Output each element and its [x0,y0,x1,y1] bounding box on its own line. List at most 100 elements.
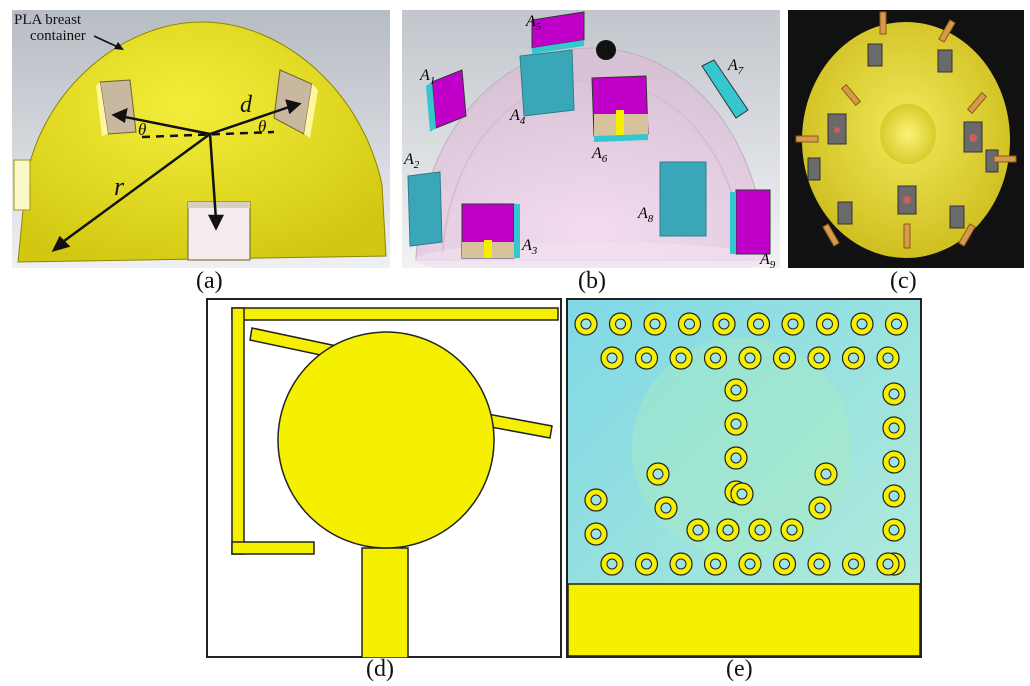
via-hole [814,502,826,514]
via-hole [615,318,626,330]
via-hole [744,352,756,364]
sma-connector [993,155,1017,163]
via-hole [590,494,602,506]
via-hole [675,352,687,364]
ground-plane [567,583,921,657]
antenna-a4-block [519,49,575,117]
via-hole [641,558,652,570]
via-hole [888,388,900,400]
via-hole [606,558,618,570]
panel-a-dome-model: d r θ θ PLA breast container [12,10,390,268]
angle-theta-left: θ [138,120,146,139]
via-hole [787,318,799,330]
via-hole [856,318,868,330]
via-hole [888,456,900,468]
label-a6: A6 [591,145,608,165]
via-hole [822,318,833,330]
via-hole [882,558,894,570]
via-hole [888,422,900,434]
panel-c-fabricated-prototype-photo [788,10,1024,268]
via-hole [736,488,748,500]
antenna-a6-substrate [594,134,648,142]
via-hole [891,318,902,330]
sma-connector [840,83,862,107]
photo-patch-mark [903,196,911,204]
top-strip [231,307,559,321]
panel-e-antenna-back-layout [566,298,922,658]
sma-connector [879,11,887,35]
via-hole [730,452,742,464]
via-hole [753,318,764,330]
photo-antenna [837,201,853,225]
bottom-slot-lip [188,202,250,208]
arrow-to-right-antenna [209,104,293,136]
sma-connector [822,223,840,247]
via-hole [730,384,742,396]
via-hole [779,558,790,570]
antenna-a1-substrate [426,82,436,132]
via-hole [730,418,742,430]
dimension-d-label: d [240,92,253,118]
via-hole [580,318,592,330]
feed-line [361,547,409,658]
via-hole [606,352,618,364]
label-a2: A2 [403,151,420,171]
side-antenna-slot [13,159,31,211]
label-a8: A8 [637,205,654,225]
photo-nipple [880,104,936,164]
via-hole [590,528,602,540]
panel-d-antenna-front-layout [206,298,562,658]
photo-antenna [867,43,883,67]
via-hole [718,318,730,330]
photo-antenna [807,157,821,181]
antenna-a6-feed [616,110,624,136]
via-hole [710,352,721,364]
container-label: PLA breast container [14,12,86,44]
photo-patch-mark [834,127,840,133]
via-hole [779,352,790,364]
caption-d: (d) [366,656,394,682]
sma-connector [903,223,911,249]
caption-e: (e) [726,656,753,682]
container-label-line1: PLA breast [14,12,82,28]
via-hole [754,524,766,536]
antenna-a2 [407,171,443,247]
antenna-a3-substrate [514,204,520,258]
via-hole [710,558,721,570]
via-hole [848,352,859,364]
label-a7: A7 [727,57,744,77]
antenna-a9-patch [735,189,771,255]
via-hole [660,502,672,514]
via-hole [675,558,687,570]
left-slot-wall [96,82,108,136]
arrowhead-down [207,214,225,231]
via-hole [786,524,798,536]
label-leader-arrowhead [114,42,124,50]
via-hole [684,318,695,330]
via-hole [744,558,756,570]
nipple-marker [596,40,616,60]
label-a5: A5 [525,13,542,33]
label-a4: A4 [509,107,526,127]
antenna-a1-patch [431,69,467,129]
arrowhead-left [111,107,128,124]
patch-shadow [632,338,852,558]
via-hole [888,490,900,502]
caption-a: (a) [196,268,223,294]
caption-c: (c) [890,268,917,294]
via-hole [820,468,832,480]
bottom-antenna-slot [187,201,251,261]
antenna-a8 [659,161,707,237]
right-slot-wall [304,84,318,138]
via-hole [722,524,734,536]
arrow-to-bottom-antenna [208,133,218,221]
left-antenna-slot [99,79,137,135]
arrowhead-right [285,99,302,115]
arrowhead-radius [51,235,71,252]
photo-antenna [949,205,965,229]
sma-connector [958,223,976,247]
antenna-a7 [701,59,749,119]
circular-patch [277,331,495,549]
arrow-to-left-antenna [119,114,211,136]
antenna-a3-feed [484,240,492,258]
